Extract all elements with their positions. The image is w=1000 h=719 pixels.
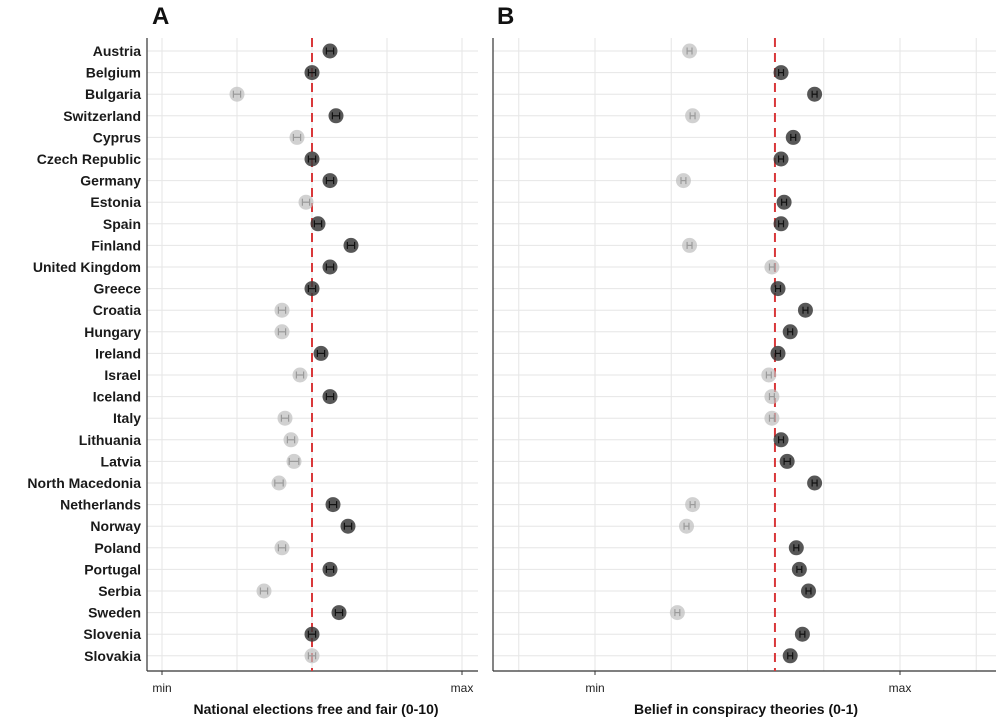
data-point	[807, 475, 823, 491]
data-point	[669, 605, 685, 621]
country-label: Lithuania	[79, 432, 141, 448]
data-point	[322, 43, 338, 59]
country-label: Portugal	[84, 561, 141, 577]
data-point	[286, 453, 302, 469]
country-label: Germany	[80, 173, 141, 189]
data-point	[807, 86, 823, 102]
data-point	[322, 561, 338, 577]
data-point	[685, 497, 701, 513]
data-point	[794, 626, 810, 642]
data-point	[782, 324, 798, 340]
data-point	[310, 216, 326, 232]
country-label: Finland	[91, 237, 141, 253]
country-label: Austria	[93, 43, 141, 59]
data-point	[773, 151, 789, 167]
data-point	[304, 65, 320, 81]
country-label: Czech Republic	[37, 151, 141, 167]
data-point	[776, 194, 792, 210]
data-point	[682, 43, 698, 59]
data-point	[773, 65, 789, 81]
data-point	[782, 648, 798, 664]
data-point	[797, 302, 813, 318]
data-point	[785, 129, 801, 145]
country-label: Norway	[90, 518, 141, 534]
data-point	[801, 583, 816, 599]
data-point	[343, 237, 359, 253]
data-point	[773, 432, 789, 448]
country-label: Greece	[94, 281, 142, 297]
data-point	[779, 453, 795, 469]
data-point	[791, 561, 807, 577]
data-point	[289, 129, 305, 145]
panel-a-plot: Austria Belgium Bulgaria Switzerland Cyprus C…	[27, 38, 478, 675]
data-point	[685, 108, 701, 124]
panel-a-letter: A	[152, 3, 169, 30]
data-point	[325, 497, 341, 513]
country-label: Sweden	[88, 605, 141, 621]
panel-a-min-label: min	[152, 681, 171, 695]
panel-b-x-axis-title: Belief in conspiracy theories (0-1)	[634, 701, 858, 717]
country-label: Belgium	[86, 65, 141, 81]
panel-a-max-label: max	[451, 681, 474, 695]
data-point	[256, 583, 272, 599]
country-label: Hungary	[84, 324, 141, 340]
panel-b-max-label: max	[889, 681, 912, 695]
data-point	[770, 345, 786, 361]
data-point	[764, 389, 780, 405]
data-point	[274, 540, 290, 556]
data-point	[313, 345, 329, 361]
data-point	[298, 194, 314, 210]
data-point	[770, 281, 786, 297]
country-label: Slovenia	[83, 626, 141, 642]
data-point	[304, 281, 320, 297]
data-point	[292, 367, 308, 383]
country-label: Cyprus	[93, 129, 141, 145]
country-label: Latvia	[101, 453, 142, 469]
data-point	[679, 518, 694, 534]
data-point	[229, 86, 245, 102]
panel-b-letter: B	[497, 3, 514, 30]
data-point	[304, 626, 320, 642]
country-label: Bulgaria	[85, 86, 141, 102]
data-point	[274, 302, 290, 318]
country-label: Poland	[94, 540, 141, 556]
data-point	[788, 540, 804, 556]
data-point	[340, 518, 356, 534]
country-label: Estonia	[90, 194, 141, 210]
data-point	[675, 173, 691, 189]
country-label: Spain	[103, 216, 141, 232]
data-point	[764, 410, 780, 426]
data-point	[274, 324, 290, 340]
data-point	[283, 432, 299, 448]
country-label: Slovakia	[84, 648, 141, 664]
data-point	[304, 151, 320, 167]
data-point	[304, 648, 320, 664]
panel-b-min-label: min	[585, 681, 604, 695]
country-label: Italy	[113, 410, 141, 426]
data-point	[271, 475, 287, 491]
country-label: Ireland	[95, 345, 141, 361]
data-point	[761, 367, 777, 383]
data-point	[328, 108, 344, 124]
data-point	[322, 173, 338, 189]
country-label: United Kingdom	[33, 259, 141, 275]
country-label: Serbia	[98, 583, 141, 599]
country-label: Israel	[104, 367, 141, 383]
country-label: Netherlands	[60, 497, 141, 513]
country-label: Croatia	[93, 302, 141, 318]
data-point	[322, 389, 338, 405]
panel-a-x-axis-title: National elections free and fair (0-10)	[193, 701, 438, 717]
country-label: North Macedonia	[27, 475, 141, 491]
country-label: Iceland	[93, 389, 141, 405]
country-label: Switzerland	[63, 108, 141, 124]
data-point	[773, 216, 789, 232]
data-point	[764, 259, 780, 275]
data-point	[331, 605, 347, 621]
data-point	[682, 237, 698, 253]
data-point	[277, 410, 293, 426]
data-point	[322, 259, 338, 275]
panel-b-plot	[492, 38, 996, 675]
